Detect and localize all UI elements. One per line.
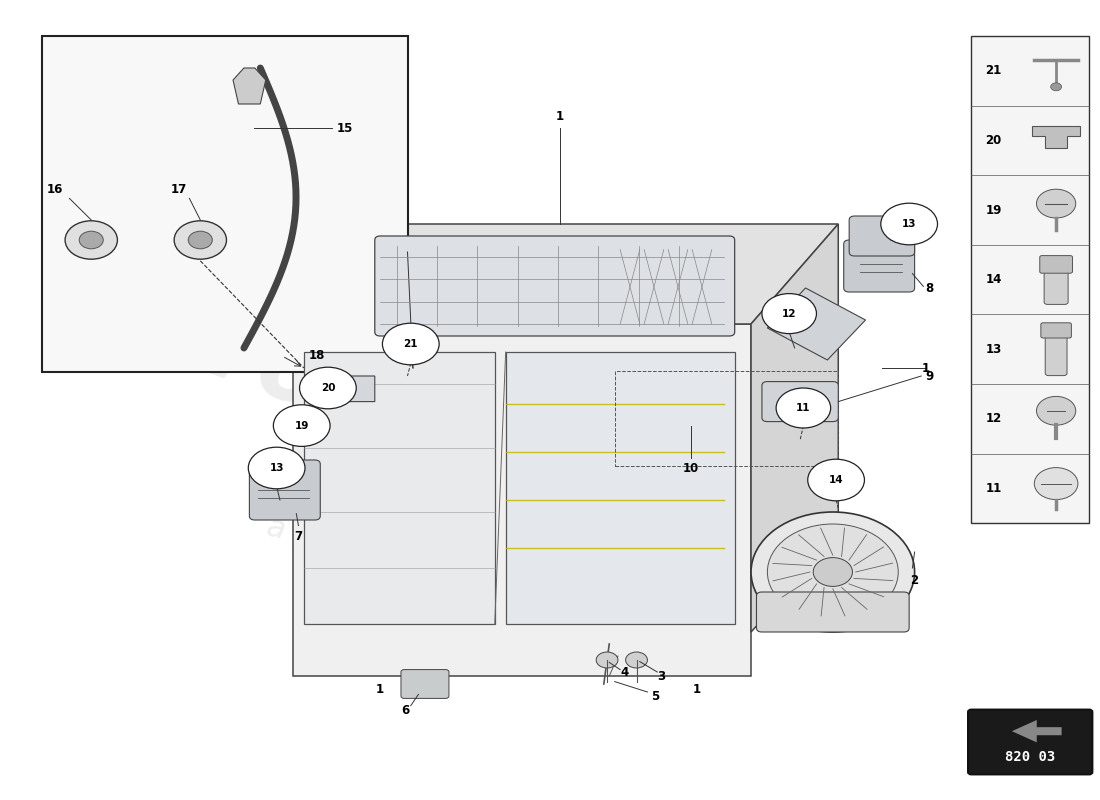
FancyBboxPatch shape <box>42 36 407 372</box>
Circle shape <box>1036 396 1076 425</box>
Text: 21: 21 <box>986 64 1002 78</box>
Text: 19: 19 <box>986 203 1002 217</box>
Polygon shape <box>1012 720 1062 742</box>
Circle shape <box>1050 83 1062 91</box>
Circle shape <box>881 203 937 245</box>
Text: 11: 11 <box>796 403 811 413</box>
Text: 20: 20 <box>321 383 336 393</box>
FancyBboxPatch shape <box>849 216 914 256</box>
Circle shape <box>1036 190 1076 218</box>
Text: 11: 11 <box>986 482 1002 495</box>
Circle shape <box>79 231 103 249</box>
FancyBboxPatch shape <box>968 710 1092 774</box>
FancyBboxPatch shape <box>304 352 495 624</box>
Text: 16: 16 <box>47 183 64 196</box>
Circle shape <box>596 652 618 668</box>
Text: 820 03: 820 03 <box>1005 750 1055 764</box>
Circle shape <box>249 447 305 489</box>
Text: 21: 21 <box>404 339 418 349</box>
Text: 6: 6 <box>402 704 409 717</box>
Text: 1: 1 <box>692 683 701 696</box>
Text: 8: 8 <box>925 282 934 294</box>
Text: 13: 13 <box>902 219 916 229</box>
Text: 1: 1 <box>376 683 384 696</box>
Circle shape <box>807 459 865 501</box>
Text: 18: 18 <box>309 350 326 362</box>
FancyBboxPatch shape <box>402 670 449 698</box>
Circle shape <box>626 652 648 668</box>
Text: 14: 14 <box>828 475 844 485</box>
Circle shape <box>751 512 914 632</box>
Text: eurocars: eurocars <box>67 254 563 514</box>
FancyBboxPatch shape <box>1044 267 1068 305</box>
Circle shape <box>65 221 118 259</box>
Text: 13: 13 <box>986 342 1002 356</box>
Text: 12: 12 <box>986 412 1002 426</box>
FancyBboxPatch shape <box>1041 322 1071 338</box>
Text: 12: 12 <box>782 309 796 318</box>
Circle shape <box>1034 467 1078 499</box>
FancyBboxPatch shape <box>1040 256 1072 274</box>
Polygon shape <box>326 376 375 402</box>
FancyBboxPatch shape <box>844 240 914 292</box>
FancyBboxPatch shape <box>1045 333 1067 376</box>
Text: 13: 13 <box>270 463 284 473</box>
Text: 5: 5 <box>651 690 659 702</box>
Polygon shape <box>233 68 266 104</box>
Text: 2: 2 <box>911 574 918 586</box>
Text: 1: 1 <box>557 110 564 122</box>
FancyBboxPatch shape <box>250 460 320 520</box>
Circle shape <box>768 524 899 620</box>
FancyBboxPatch shape <box>971 36 1089 523</box>
Circle shape <box>762 294 816 334</box>
Polygon shape <box>768 288 866 360</box>
Circle shape <box>299 367 356 409</box>
Text: a passion since 1985: a passion since 1985 <box>264 513 584 607</box>
Text: 4: 4 <box>620 666 629 678</box>
Polygon shape <box>1032 126 1080 149</box>
FancyBboxPatch shape <box>375 236 735 336</box>
FancyBboxPatch shape <box>762 382 838 422</box>
Text: 15: 15 <box>337 122 353 134</box>
Text: 10: 10 <box>683 462 700 474</box>
Circle shape <box>813 558 852 586</box>
FancyBboxPatch shape <box>506 352 735 624</box>
FancyBboxPatch shape <box>757 592 910 632</box>
Circle shape <box>383 323 439 365</box>
Circle shape <box>174 221 227 259</box>
Polygon shape <box>751 224 838 632</box>
Text: 14: 14 <box>986 273 1002 286</box>
Circle shape <box>188 231 212 249</box>
Polygon shape <box>293 324 751 676</box>
Text: 1: 1 <box>922 362 930 374</box>
Text: 9: 9 <box>925 370 934 382</box>
Text: 20: 20 <box>986 134 1002 147</box>
Polygon shape <box>293 224 838 324</box>
Text: 7: 7 <box>295 530 302 542</box>
Text: 19: 19 <box>295 421 309 430</box>
Text: 17: 17 <box>170 183 187 196</box>
Text: 3: 3 <box>658 670 666 682</box>
Circle shape <box>777 388 830 428</box>
Circle shape <box>274 405 330 446</box>
